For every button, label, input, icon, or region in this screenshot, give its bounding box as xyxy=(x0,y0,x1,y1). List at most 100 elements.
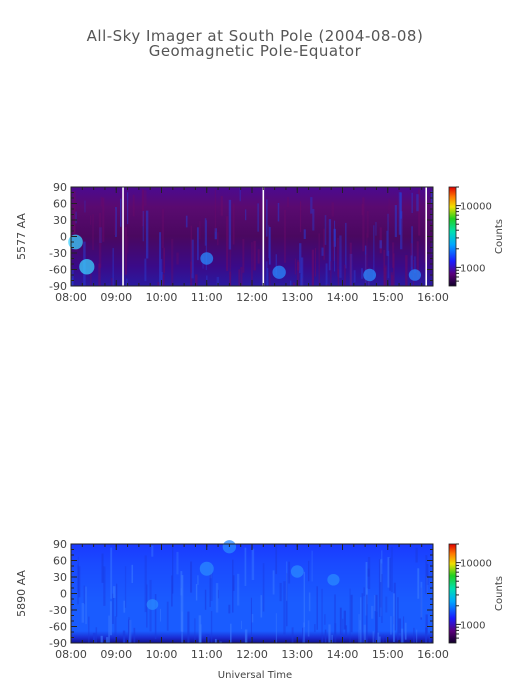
texture-streak xyxy=(176,551,179,575)
texture-streak xyxy=(363,624,366,643)
texture-streak xyxy=(381,574,383,623)
texture-streak xyxy=(349,242,352,286)
intensity-feature xyxy=(199,561,214,576)
texture-streak xyxy=(272,570,275,595)
texture-streak xyxy=(215,583,219,613)
texture-streak xyxy=(349,588,351,643)
texture-streak xyxy=(89,263,92,286)
texture-streak xyxy=(324,629,327,643)
y-tick-label: -90 xyxy=(49,637,67,650)
texture-streak xyxy=(363,641,366,643)
texture-streak xyxy=(277,202,280,222)
texture-streak xyxy=(415,547,418,563)
colorbar xyxy=(448,543,457,644)
texture-streak xyxy=(332,241,336,262)
texture-streak xyxy=(190,225,192,274)
texture-streak xyxy=(416,629,418,643)
x-tick-label: 16:00 xyxy=(417,291,449,304)
x-tick-label: 11:00 xyxy=(191,648,223,661)
heatmap-texture xyxy=(71,187,434,286)
texture-streak xyxy=(267,268,269,286)
y-tick-label: 0 xyxy=(60,231,67,244)
texture-streak xyxy=(166,601,169,631)
texture-streak xyxy=(73,191,76,234)
texture-streak xyxy=(366,233,368,282)
texture-streak xyxy=(339,607,342,635)
texture-streak xyxy=(299,243,302,274)
texture-streak xyxy=(279,582,282,602)
texture-streak xyxy=(229,235,232,286)
colorbar xyxy=(448,186,457,287)
texture-streak xyxy=(333,220,336,272)
texture-streak xyxy=(362,197,365,252)
colorbar-label: Counts xyxy=(494,219,505,254)
texture-streak xyxy=(88,616,90,643)
texture-streak xyxy=(191,239,194,279)
texture-streak xyxy=(283,581,286,635)
texture-streak xyxy=(372,631,375,643)
texture-streak xyxy=(368,281,370,286)
texture-streak xyxy=(300,257,304,286)
texture-streak xyxy=(163,247,165,274)
texture-streak xyxy=(116,583,118,617)
texture-streak xyxy=(266,199,268,237)
texture-streak xyxy=(204,589,207,610)
texture-streak xyxy=(240,620,243,630)
texture-streak xyxy=(286,573,288,627)
texture-streak xyxy=(390,546,393,593)
texture-streak xyxy=(334,623,337,643)
chart-title: All-Sky Imager at South Pole (2004-08-08… xyxy=(86,27,424,45)
x-tick-label: 13:00 xyxy=(281,648,313,661)
texture-streak xyxy=(124,227,127,275)
texture-streak xyxy=(353,270,356,283)
x-tick-label: 10:00 xyxy=(146,291,178,304)
texture-streak xyxy=(314,624,316,633)
texture-streak xyxy=(181,575,184,632)
intensity-feature xyxy=(363,268,377,282)
texture-streak xyxy=(207,634,210,643)
texture-streak xyxy=(219,641,222,643)
texture-streak xyxy=(389,557,392,591)
texture-streak xyxy=(228,604,231,614)
texture-streak xyxy=(196,227,199,261)
texture-streak xyxy=(394,205,397,238)
texture-streak xyxy=(424,217,427,263)
intensity-feature xyxy=(272,265,286,279)
y-tick-label: -60 xyxy=(49,621,67,634)
texture-streak xyxy=(154,594,157,640)
texture-streak xyxy=(265,261,268,286)
texture-streak xyxy=(92,632,96,643)
texture-streak xyxy=(326,284,329,286)
texture-streak xyxy=(365,562,368,616)
texture-streak xyxy=(171,238,174,286)
texture-streak xyxy=(400,192,403,219)
texture-streak xyxy=(377,632,380,643)
texture-streak xyxy=(330,261,332,286)
texture-streak xyxy=(379,562,383,608)
texture-streak xyxy=(294,258,297,275)
texture-streak xyxy=(157,282,160,286)
texture-streak xyxy=(275,544,278,575)
texture-streak xyxy=(390,616,392,635)
texture-streak xyxy=(364,245,367,286)
x-tick-label: 08:00 xyxy=(55,291,87,304)
y-tick-label: 60 xyxy=(53,555,67,568)
texture-streak xyxy=(230,623,232,643)
texture-streak xyxy=(240,267,243,286)
x-tick-label: 09:00 xyxy=(100,648,132,661)
texture-streak xyxy=(268,227,271,265)
texture-streak xyxy=(275,613,277,643)
texture-streak xyxy=(71,592,73,614)
texture-streak xyxy=(343,610,347,630)
texture-streak xyxy=(391,275,394,286)
texture-streak xyxy=(284,209,286,263)
texture-streak xyxy=(403,616,405,643)
texture-streak xyxy=(316,586,318,630)
texture-streak xyxy=(307,620,310,637)
intensity-feature xyxy=(68,234,83,250)
texture-streak xyxy=(171,575,173,607)
texture-streak xyxy=(111,593,114,624)
x-tick-label: 10:00 xyxy=(146,648,178,661)
